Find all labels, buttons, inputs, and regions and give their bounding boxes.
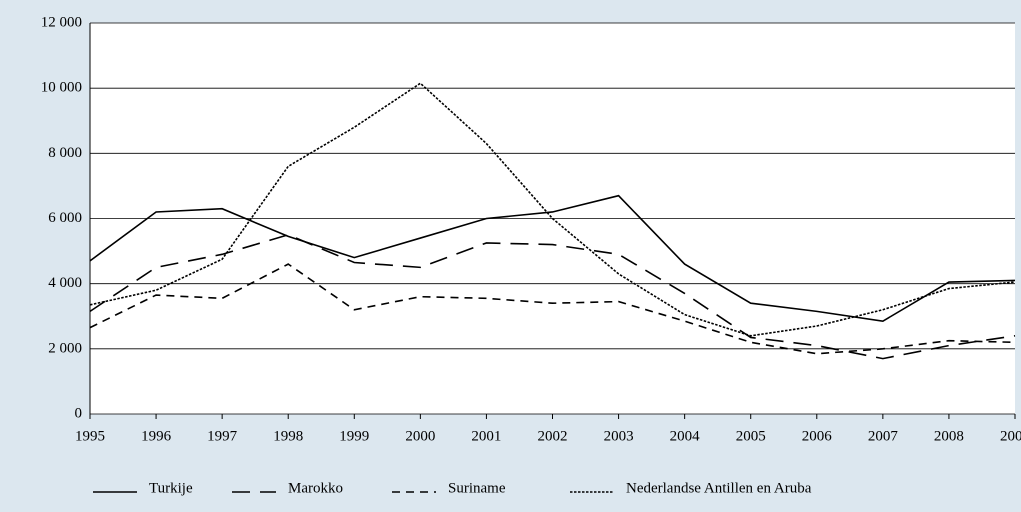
y-tick-label: 2 000 — [48, 340, 82, 356]
y-tick-label: 10 000 — [41, 80, 82, 96]
x-tick-label: 2000 — [405, 428, 435, 444]
x-tick-label: 2005 — [736, 428, 766, 444]
x-tick-label: 2006 — [802, 428, 833, 444]
x-tick-label: 2008 — [934, 428, 964, 444]
series-line — [89, 233, 1016, 360]
x-tick-label: 2001 — [471, 428, 501, 444]
x-tick-label: 2009 — [1000, 428, 1021, 444]
series-line — [89, 82, 1016, 337]
x-tick-label: 2004 — [670, 428, 701, 444]
legend-label: Nederlandse Antillen en Aruba — [626, 480, 812, 496]
legend-label: Turkije — [149, 480, 193, 496]
x-tick-label: 1996 — [141, 428, 172, 444]
legend-label: Suriname — [448, 480, 506, 496]
legend-label: Marokko — [288, 480, 343, 496]
x-tick-label: 2003 — [604, 428, 634, 444]
x-tick-label: 1998 — [273, 428, 303, 444]
x-tick-label: 1999 — [339, 428, 369, 444]
y-tick-label: 12 000 — [41, 14, 82, 30]
y-tick-label: 8 000 — [48, 145, 82, 161]
y-tick-label: 0 — [75, 405, 83, 421]
y-tick-label: 6 000 — [48, 210, 82, 226]
y-tick-label: 4 000 — [48, 275, 82, 291]
x-tick-label: 1995 — [75, 428, 105, 444]
x-tick-label: 2007 — [868, 428, 899, 444]
series-line — [89, 263, 1016, 355]
series-line — [89, 194, 1016, 322]
x-tick-label: 1997 — [207, 428, 238, 444]
x-tick-label: 2002 — [538, 428, 568, 444]
